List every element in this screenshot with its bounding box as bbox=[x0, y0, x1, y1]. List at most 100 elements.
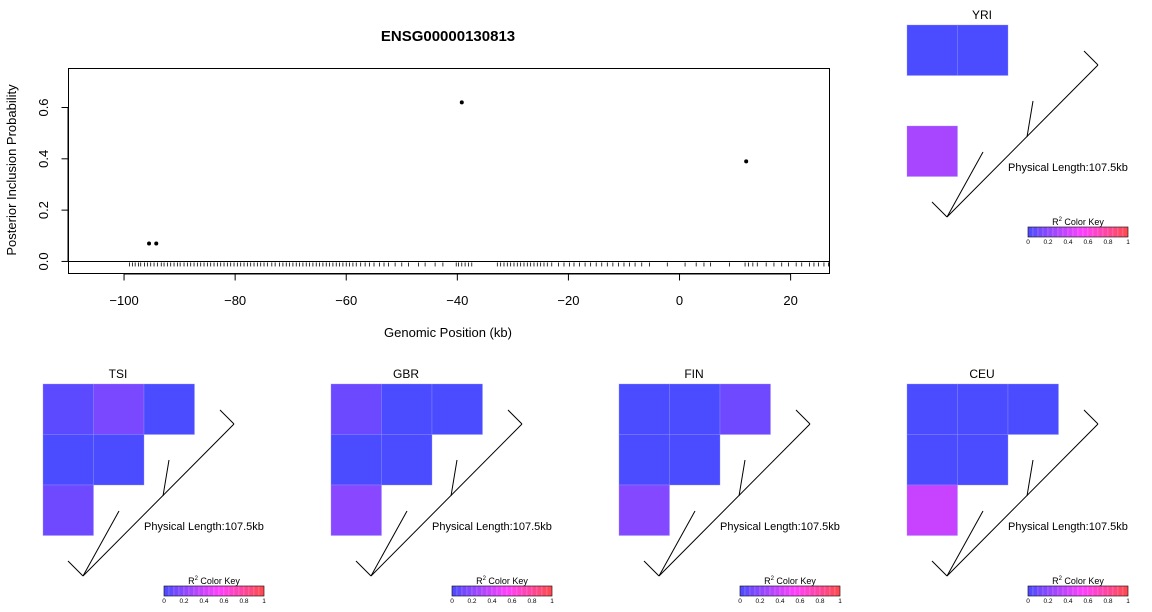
ld-panel-yri: YRI Physical Length:107.5kb R2 Color Key 0 0… bbox=[906, 8, 1130, 246]
ld-cell bbox=[93, 383, 145, 435]
color-key-swatch bbox=[814, 585, 821, 597]
color-key-swatch bbox=[526, 585, 533, 597]
color-key-swatch bbox=[238, 585, 245, 597]
color-key-swatch bbox=[1122, 585, 1129, 597]
snp-position-tick bbox=[1026, 100, 1034, 138]
color-key-swatch bbox=[1027, 585, 1034, 597]
ld-cell bbox=[381, 434, 433, 486]
data-point bbox=[154, 241, 159, 246]
snp-position-tick bbox=[162, 459, 170, 497]
color-key-swatch bbox=[749, 585, 756, 597]
color-key-swatch bbox=[1107, 226, 1114, 238]
ld-cell bbox=[906, 383, 958, 435]
color-key-tick-label: 1 bbox=[1126, 239, 1130, 246]
ld-cell bbox=[381, 383, 433, 435]
ld-cell bbox=[143, 383, 195, 435]
physical-length-label: Physical Length:107.5kb bbox=[1008, 162, 1128, 174]
color-key-swatch bbox=[739, 585, 746, 597]
color-key-swatch bbox=[794, 585, 801, 597]
color-key-swatch bbox=[799, 585, 806, 597]
color-key-swatch bbox=[521, 585, 528, 597]
color-key-swatch bbox=[466, 585, 473, 597]
panel-title: YRI bbox=[972, 8, 992, 22]
color-key-title-rest: Color Key bbox=[1062, 576, 1105, 586]
ld-panel-gbr: GBR Physical Length:107.5kb R2 Color Key 0 0… bbox=[330, 367, 554, 605]
color-key-swatch bbox=[491, 585, 498, 597]
y-tick-label: 0.0 bbox=[36, 252, 51, 270]
x-tick-label: −100 bbox=[109, 293, 138, 308]
color-key-swatch bbox=[178, 585, 185, 597]
color-key: R2 Color Key 0 0.2 0.4 0.6 0.8 1 bbox=[162, 576, 266, 605]
color-key-swatch bbox=[1037, 226, 1044, 238]
color-key-swatch bbox=[506, 585, 513, 597]
color-key-title-base: R bbox=[764, 576, 771, 586]
color-key-tick-label: 0 bbox=[450, 598, 454, 605]
color-key-tick-label: 0.4 bbox=[1063, 598, 1072, 605]
gene-map-hook bbox=[355, 560, 372, 577]
ld-cell bbox=[669, 434, 721, 486]
color-key-swatch bbox=[481, 585, 488, 597]
color-key-title-rest: Color Key bbox=[198, 576, 241, 586]
color-key-title: R2 Color Key bbox=[188, 576, 240, 586]
color-key-tick-label: 0 bbox=[738, 598, 742, 605]
color-key-swatch bbox=[1047, 226, 1054, 238]
color-key-swatch bbox=[541, 585, 548, 597]
color-key-swatch bbox=[1097, 585, 1104, 597]
gene-map-line bbox=[658, 423, 811, 577]
color-key-swatch bbox=[809, 585, 816, 597]
gene-map-hook bbox=[931, 201, 948, 218]
color-key-swatch bbox=[1052, 585, 1059, 597]
x-tick-label: 0 bbox=[676, 293, 683, 308]
x-tick-label: −20 bbox=[557, 293, 579, 308]
color-key-swatch bbox=[819, 585, 826, 597]
ld-cell bbox=[719, 383, 771, 435]
color-key-tick-label: 0.2 bbox=[467, 598, 476, 605]
ld-cell bbox=[957, 434, 1009, 486]
x-tick-label: −80 bbox=[224, 293, 246, 308]
color-key-swatch bbox=[1032, 226, 1039, 238]
color-key-swatch bbox=[1097, 226, 1104, 238]
color-key-swatch bbox=[1102, 585, 1109, 597]
data-point bbox=[459, 100, 464, 105]
color-key-swatch bbox=[1067, 585, 1074, 597]
color-key-swatch bbox=[779, 585, 786, 597]
color-key-tick-label: 0.2 bbox=[1043, 598, 1052, 605]
color-key-swatch bbox=[1072, 585, 1079, 597]
panel-title: CEU bbox=[969, 367, 994, 381]
color-key-swatch bbox=[1117, 585, 1124, 597]
color-key-swatch bbox=[1112, 226, 1119, 238]
color-key-swatch bbox=[168, 585, 175, 597]
color-key-border bbox=[163, 585, 265, 597]
chart-title: ENSG00000130813 bbox=[381, 28, 515, 45]
color-key-swatch bbox=[759, 585, 766, 597]
gene-map-hook bbox=[219, 409, 235, 425]
color-key: R2 Color Key 0 0.2 0.4 0.6 0.8 1 bbox=[1026, 217, 1130, 246]
ld-cell bbox=[42, 434, 94, 486]
physical-length-label: Physical Length:107.5kb bbox=[432, 521, 552, 533]
color-key-tick-label: 0.2 bbox=[1043, 239, 1052, 246]
color-key-title-sup: 2 bbox=[483, 576, 487, 582]
color-key-swatch bbox=[1057, 585, 1064, 597]
color-key-tick-label: 0.6 bbox=[1083, 598, 1092, 605]
color-key-swatch bbox=[233, 585, 240, 597]
y-tick-label: 0.4 bbox=[36, 150, 51, 168]
color-key-title-rest: Color Key bbox=[774, 576, 817, 586]
color-key-title-rest: Color Key bbox=[1062, 217, 1105, 227]
gene-map-hook bbox=[795, 409, 811, 425]
ld-cell bbox=[618, 484, 670, 536]
color-key-swatch bbox=[1062, 226, 1069, 238]
color-key-tick-label: 0.8 bbox=[815, 598, 824, 605]
color-key-swatch bbox=[829, 585, 836, 597]
color-key-title-sup: 2 bbox=[1059, 217, 1063, 223]
color-key-swatch bbox=[496, 585, 503, 597]
color-key-swatch bbox=[1032, 585, 1039, 597]
color-key-title-rest: Color Key bbox=[486, 576, 529, 586]
color-key-tick-label: 0.6 bbox=[1083, 239, 1092, 246]
physical-length-label: Physical Length:107.5kb bbox=[1008, 521, 1128, 533]
color-key-swatch bbox=[223, 585, 230, 597]
color-key-swatch bbox=[1047, 585, 1054, 597]
color-key-tick-label: 0 bbox=[1026, 598, 1030, 605]
ld-panel-fin: FIN Physical Length:107.5kb R2 Color Key 0 0… bbox=[618, 367, 842, 605]
color-key-border bbox=[1027, 585, 1129, 597]
